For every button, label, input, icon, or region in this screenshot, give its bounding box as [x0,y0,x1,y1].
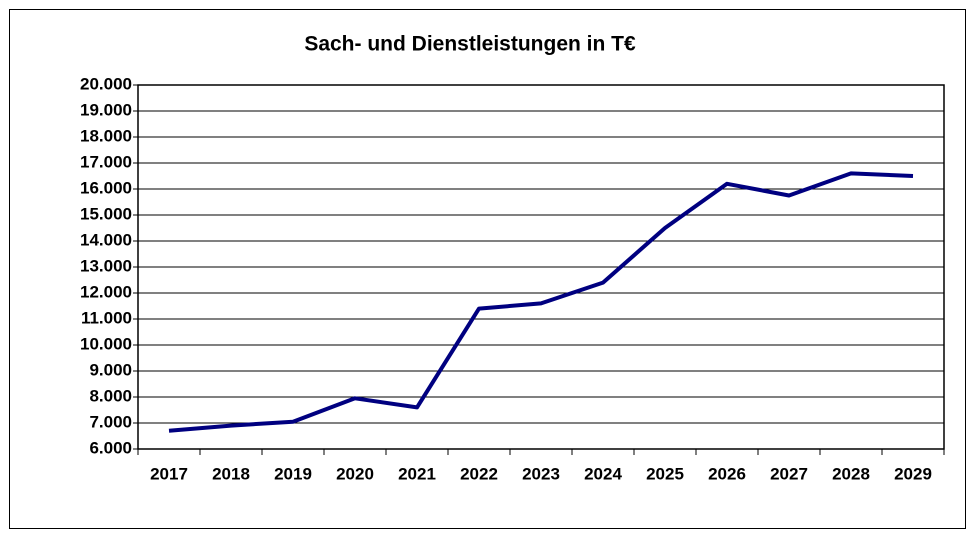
x-tick-label: 2026 [708,464,746,483]
x-tick-label: 2019 [274,464,312,483]
y-tick-label: 18.000 [80,126,132,145]
x-tick-label: 2029 [894,464,932,483]
chart-title: Sach- und Dienstleistungen in T€ [304,33,636,56]
x-tick-label: 2024 [584,464,622,483]
y-tick-label: 15.000 [80,204,132,223]
x-tick-label: 2025 [646,464,684,483]
x-tick-label: 2017 [150,464,188,483]
x-tick-label: 2020 [336,464,374,483]
y-tick-label: 14.000 [80,230,132,249]
y-tick-label: 7.000 [89,412,132,431]
plot-border [137,84,945,450]
y-tick-label: 16.000 [80,178,132,197]
data-line [168,171,914,433]
y-tick-label: 20.000 [80,74,132,93]
x-tick-label: 2028 [832,464,870,483]
y-tick-label: 8.000 [89,386,132,405]
y-tick-label: 6.000 [89,438,132,457]
y-tick-label: 11.000 [81,308,132,327]
x-tick-label: 2027 [770,464,808,483]
y-tick-label: 13.000 [80,256,132,275]
y-tick-label: 10.000 [80,334,132,353]
x-tick-label: 2023 [522,464,560,483]
y-tick-label: 12.000 [80,282,132,301]
x-tick-label: 2021 [398,464,436,483]
y-tick-label: 19.000 [80,100,132,119]
y-tick-label: 9.000 [89,360,132,379]
x-tick-label: 2022 [460,464,498,483]
y-tick-label: 17.000 [80,152,132,171]
x-tick-label: 2018 [212,464,250,483]
